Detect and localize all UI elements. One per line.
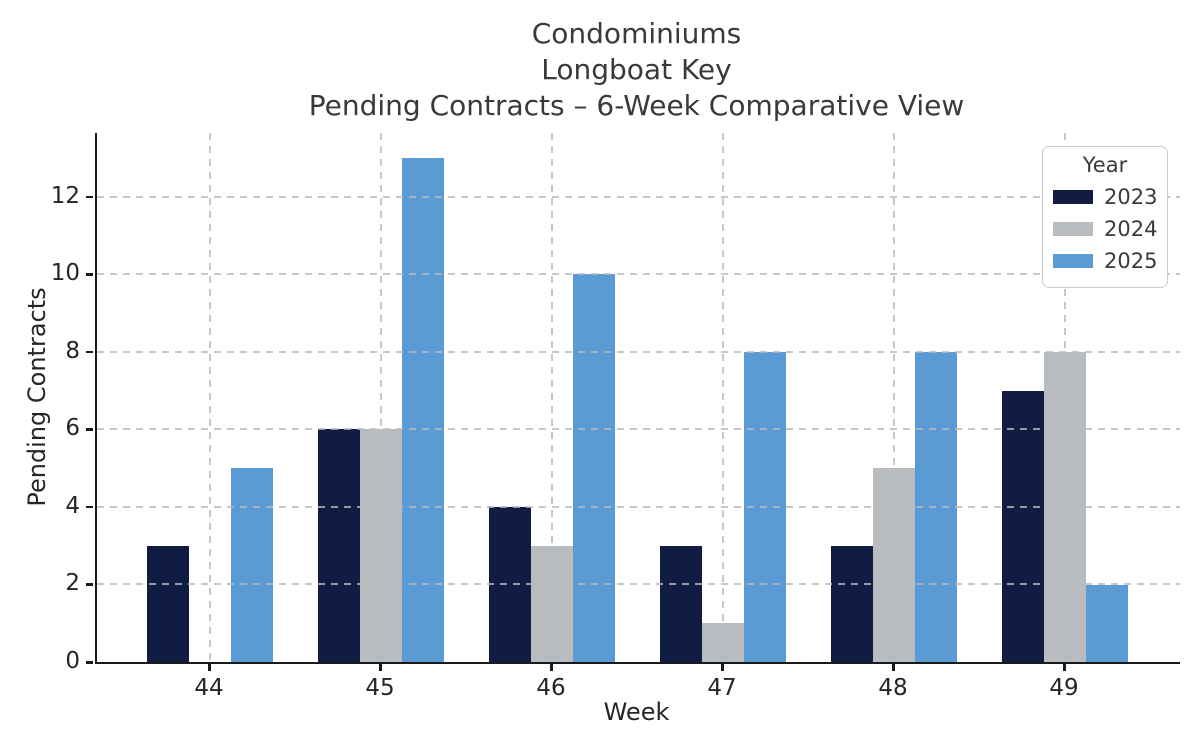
x-tick-label-49: 49 — [1049, 675, 1079, 701]
legend-row-2025: 2025 — [1053, 245, 1157, 277]
x-tick-mark-46 — [550, 664, 553, 671]
legend-swatch-2023 — [1053, 190, 1093, 204]
y-tick-label-8: 8 — [65, 337, 80, 364]
gridline-vertical-47 — [722, 133, 724, 662]
x-tick-mark-49 — [1063, 664, 1066, 671]
bar-2024-week-49 — [1044, 351, 1086, 662]
y-tick-label-6: 6 — [65, 415, 80, 442]
y-tick-mark-4 — [86, 505, 93, 509]
x-tick-mark-45 — [379, 664, 382, 671]
y-tick-mark-6 — [86, 428, 93, 431]
x-tick-mark-48 — [892, 664, 895, 671]
bar-2025-week-48 — [915, 351, 957, 662]
x-tick-label-47: 47 — [707, 675, 737, 701]
legend-row-2024: 2024 — [1053, 213, 1157, 245]
bar-2025-week-46 — [573, 274, 615, 662]
bar-2025-week-45 — [402, 158, 444, 662]
plot-area — [95, 133, 1180, 664]
y-tick-mark-2 — [86, 583, 93, 586]
bar-2024-week-46 — [531, 545, 573, 662]
bar-2023-week-46 — [489, 506, 531, 662]
legend-swatch-2025 — [1053, 254, 1093, 268]
bar-2025-week-47 — [744, 351, 786, 662]
bar-2023-week-48 — [831, 545, 873, 662]
legend-title: Year — [1082, 153, 1128, 177]
legend-row-2023: 2023 — [1053, 181, 1157, 213]
y-tick-mark-8 — [86, 350, 93, 354]
legend: Year 2023 2024 2025 — [1042, 146, 1168, 288]
y-tick-label-10: 10 — [50, 260, 80, 287]
y-tick-mark-10 — [86, 273, 93, 276]
y-tick-label-4: 4 — [65, 492, 80, 519]
chart-title-line-1: Condominiums — [531, 17, 742, 50]
bar-2024-week-45 — [360, 429, 402, 662]
bar-2023-week-45 — [318, 429, 360, 662]
x-tick-label-48: 48 — [878, 675, 908, 701]
y-tick-label-12: 12 — [50, 182, 80, 209]
y-axis-label: Pending Contracts — [23, 287, 51, 507]
bar-2023-week-47 — [660, 545, 702, 662]
legend-label-2024: 2024 — [1104, 217, 1158, 241]
y-tick-mark-12 — [86, 195, 93, 199]
y-tick-label-2: 2 — [65, 570, 80, 597]
y-tick-mark-0 — [86, 661, 93, 664]
bar-2025-week-44 — [231, 468, 273, 662]
gridline-vertical-44 — [209, 133, 211, 662]
x-tick-label-44: 44 — [194, 675, 224, 701]
bar-2024-week-47 — [702, 623, 744, 662]
bar-2025-week-49 — [1086, 584, 1128, 662]
gridline-horizontal-12 — [97, 195, 1180, 198]
y-tick-label-0: 0 — [65, 648, 80, 674]
bar-2024-week-48 — [873, 468, 915, 662]
legend-label-2025: 2025 — [1104, 249, 1158, 273]
x-tick-mark-47 — [721, 664, 724, 671]
bar-2023-week-49 — [1002, 390, 1044, 662]
legend-swatch-2024 — [1053, 222, 1093, 236]
chart-title: Condominiums Longboat Key Pending Contra… — [95, 16, 1178, 124]
x-tick-label-45: 45 — [365, 675, 395, 701]
gridline-horizontal-8 — [97, 350, 1180, 353]
legend-label-2023: 2023 — [1104, 185, 1158, 209]
chart-title-line-2: Longboat Key — [541, 53, 732, 86]
bar-2023-week-44 — [147, 545, 189, 662]
x-tick-label-46: 46 — [536, 675, 566, 701]
gridline-horizontal-10 — [97, 273, 1180, 276]
x-tick-mark-44 — [208, 664, 211, 671]
x-axis-label: Week — [603, 698, 670, 726]
chart-title-line-3: Pending Contracts – 6-Week Comparative V… — [308, 89, 965, 122]
